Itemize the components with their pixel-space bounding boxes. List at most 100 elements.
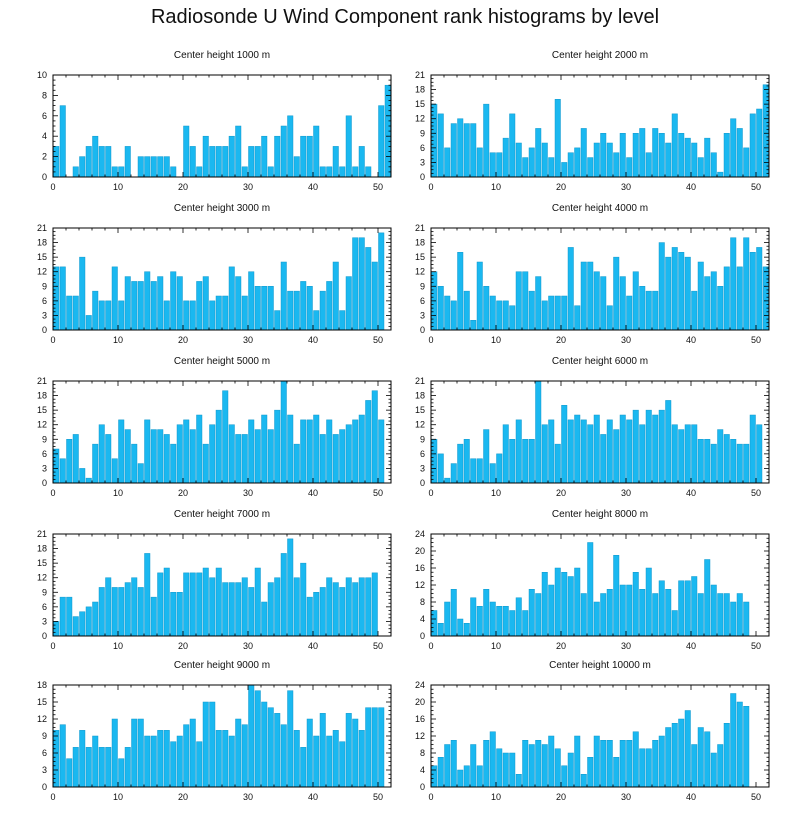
histogram-bar — [235, 718, 242, 788]
histogram-bar — [183, 300, 190, 331]
histogram-bar — [587, 542, 594, 637]
histogram-bar — [717, 429, 724, 484]
x-tick-label: 40 — [308, 488, 318, 498]
histogram-bar — [111, 718, 118, 788]
histogram-bar — [652, 414, 659, 484]
histogram-bar — [326, 166, 333, 178]
histogram-bar — [118, 166, 125, 178]
histogram-bar — [736, 593, 743, 637]
histogram-bar — [736, 128, 743, 178]
histogram-bar — [528, 439, 535, 484]
histogram-bar — [606, 740, 613, 788]
y-tick-label: 0 — [420, 782, 425, 792]
histogram-bar — [137, 718, 144, 788]
x-tick-label: 20 — [178, 335, 188, 345]
histogram-bar — [502, 137, 509, 178]
histogram-bar — [515, 774, 522, 788]
histogram-bar — [365, 400, 372, 484]
histogram-bar — [645, 409, 652, 484]
histogram-bar — [378, 105, 385, 178]
histogram-bar — [254, 429, 261, 484]
histogram-bar — [209, 146, 216, 178]
histogram-bar — [235, 125, 242, 178]
histogram-bar — [267, 707, 274, 788]
histogram-bar — [189, 429, 196, 484]
histogram-bar — [691, 290, 698, 331]
histogram-bar — [176, 424, 183, 484]
histogram-bar — [704, 559, 711, 637]
histogram-bar — [509, 305, 516, 331]
histogram-bar — [131, 281, 138, 331]
histogram-bar — [639, 589, 646, 637]
histogram-bar — [580, 419, 587, 484]
histogram-bar — [509, 610, 516, 637]
histogram-bar — [209, 424, 216, 484]
histogram-bar — [652, 290, 659, 331]
histogram-bar — [593, 601, 600, 637]
histogram-bar — [189, 718, 196, 788]
x-tick-label: 0 — [50, 182, 55, 192]
histogram-bar — [756, 108, 763, 178]
histogram-bar — [157, 156, 164, 178]
histogram-bar — [235, 434, 242, 484]
histogram-bar — [92, 135, 99, 178]
histogram-panel: Center height 9000 m 0 3 6 9 12 15 18 0 10 20 30 40 5… — [37, 660, 392, 802]
x-tick-label: 10 — [113, 182, 123, 192]
y-tick-label: 0 — [420, 325, 425, 335]
histogram-bar — [332, 434, 339, 484]
y-tick-label: 16 — [415, 714, 425, 724]
histogram-bar — [671, 723, 678, 788]
y-tick-label: 21 — [415, 376, 425, 386]
histogram-bar — [541, 572, 548, 637]
histogram-bar — [352, 166, 359, 178]
histogram-bar — [684, 710, 691, 788]
histogram-bar — [561, 765, 568, 788]
histogram-bar — [228, 735, 235, 788]
y-tick-label: 18 — [415, 238, 425, 248]
histogram-bar — [444, 601, 451, 637]
histogram-bar — [118, 758, 125, 788]
histogram-bar — [59, 596, 66, 637]
x-tick-label: 40 — [686, 792, 696, 802]
histogram-bar — [476, 606, 483, 637]
histogram-bar — [300, 419, 307, 484]
histogram-bar — [561, 295, 568, 331]
histogram-bar — [85, 747, 92, 788]
histogram-bar — [85, 146, 92, 178]
histogram-bar — [313, 592, 320, 637]
histogram-bar — [319, 713, 326, 788]
histogram-bar — [671, 113, 678, 178]
histogram-bar — [358, 414, 365, 484]
histogram-bar — [658, 580, 665, 637]
histogram-bar — [306, 286, 313, 331]
histogram-bar — [678, 718, 685, 788]
histogram-bar — [554, 748, 561, 788]
histogram-bar — [235, 582, 242, 637]
histogram-bar — [678, 580, 685, 637]
y-tick-label: 9 — [420, 281, 425, 291]
y-tick-label: 18 — [415, 391, 425, 401]
histogram-bar — [684, 256, 691, 331]
histogram-bar — [489, 463, 496, 484]
histogram-bar — [515, 142, 522, 178]
histogram-bar — [352, 419, 359, 484]
histogram-bar — [222, 146, 229, 178]
histogram-bar — [98, 747, 105, 788]
y-tick-label: 6 — [42, 748, 47, 758]
x-tick-label: 40 — [686, 182, 696, 192]
y-tick-label: 3 — [42, 616, 47, 626]
histogram-bar — [287, 414, 294, 484]
y-tick-label: 0 — [42, 172, 47, 182]
histogram-bar — [85, 477, 92, 484]
histogram-bar — [274, 577, 281, 637]
histogram-bar — [105, 146, 112, 178]
histogram-bar — [339, 587, 346, 637]
figure-title: Radiosonde U Wind Component rank histogr… — [150, 6, 660, 28]
histogram-bar — [665, 589, 672, 637]
histogram-bar — [567, 752, 574, 788]
histogram-bar — [502, 300, 509, 331]
histogram-bar — [645, 567, 652, 637]
histogram-bar — [528, 147, 535, 178]
histogram-bar — [444, 147, 451, 178]
